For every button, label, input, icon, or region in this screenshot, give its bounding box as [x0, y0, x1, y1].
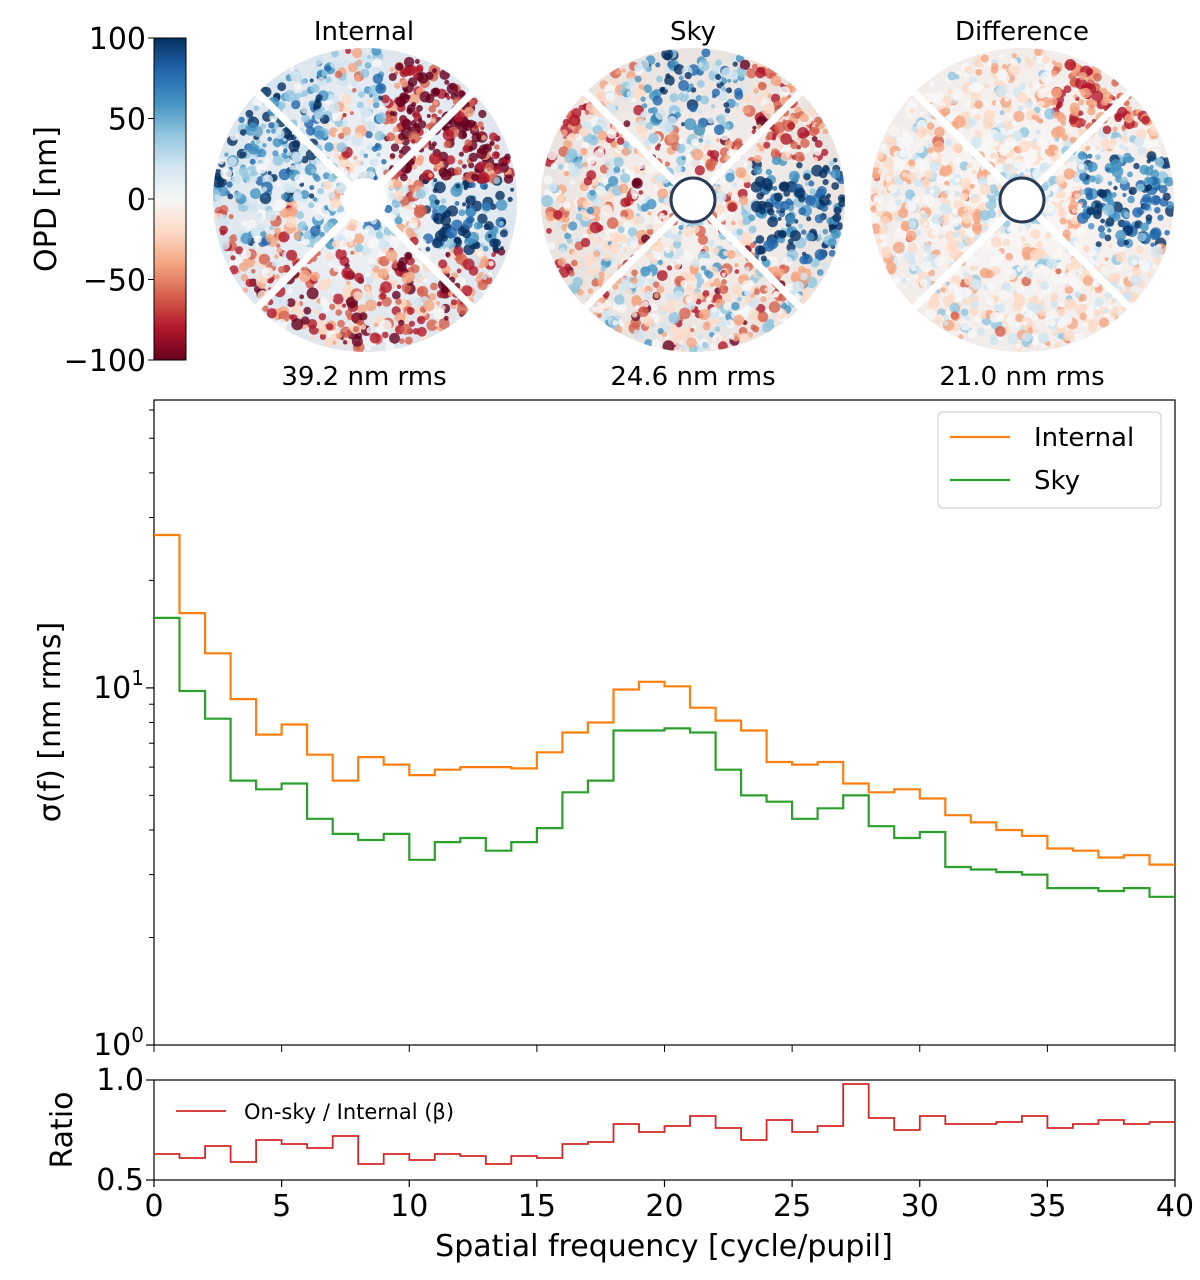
colorbar-tick-label: 50 [108, 103, 146, 138]
colorbar-tick-label: −50 [83, 264, 146, 299]
ratio-plot: 0.5 1.0 0 5 10 15 20 25 30 35 40 Ratio On-sky / I… [45, 1063, 1194, 1264]
map-title-sky: Sky [670, 17, 716, 47]
colorbar-ticks: 100 50 0 −50 −100 [64, 22, 154, 379]
map-rms-internal: 39.2 nm rms [281, 362, 446, 392]
ratio-y-tick-label: 1.0 [96, 1063, 144, 1098]
x-tick-label: 5 [272, 1189, 291, 1224]
legend-label-ratio: On-sky / Internal (β) [244, 1100, 454, 1124]
x-tick-label: 10 [390, 1189, 428, 1224]
map-title-difference: Difference [955, 17, 1089, 47]
x-tick-label: 40 [1156, 1189, 1194, 1224]
x-tick-label: 15 [518, 1189, 556, 1224]
colorbar-label: OPD [nm] [29, 126, 64, 272]
colorbar: 100 50 0 −50 −100 OPD [nm] [29, 22, 187, 379]
x-tick-label: 25 [773, 1189, 811, 1224]
spectrum-x-ticks [153, 1045, 1176, 1052]
map-rms-difference: 21.0 nm rms [939, 362, 1104, 392]
map-title-internal: Internal [314, 17, 414, 47]
ratio-legend: On-sky / Internal (β) [176, 1100, 454, 1124]
x-tick-label: 0 [144, 1189, 163, 1224]
ratio-x-ticks: 0 5 10 15 20 25 30 35 40 [144, 1180, 1194, 1224]
x-tick-label: 30 [901, 1189, 939, 1224]
series-ratio-line [154, 1083, 1175, 1165]
spectrum-legend: Internal Sky [937, 411, 1162, 509]
map-rms-sky: 24.6 nm rms [610, 362, 775, 392]
y-tick-label: 100 [93, 1023, 144, 1063]
x-axis-label: Spatial frequency [cycle/pupil] [435, 1229, 893, 1264]
x-tick-label: 20 [645, 1189, 683, 1224]
spectrum-y-label: σ(f) [nm rms] [33, 622, 68, 822]
spectrum-y-ticks: 100 101 [93, 409, 154, 1063]
ratio-y-label: Ratio [45, 1091, 80, 1168]
colorbar-tick-label: 100 [89, 22, 146, 57]
opd-map-difference: Difference 21.0 nm rms [870, 17, 1174, 392]
ratio-y-tick-label: 0.5 [96, 1163, 144, 1198]
series-internal-line [154, 533, 1175, 866]
series-sky-line [154, 616, 1175, 898]
ratio-y-ticks: 0.5 1.0 [96, 1063, 154, 1198]
legend-label-internal: Internal [1034, 423, 1134, 453]
y-tick-label: 101 [93, 666, 144, 706]
legend-label-sky: Sky [1034, 466, 1080, 496]
opd-texture-internal [213, 48, 516, 352]
colorbar-tick-label: 0 [127, 183, 146, 218]
x-tick-label: 35 [1028, 1189, 1066, 1224]
opd-map-internal: Internal 39.2 nm rms [213, 17, 517, 392]
colorbar-tick-label: −100 [64, 344, 146, 379]
colorbar-gradient [153, 37, 187, 361]
spectrum-plot: 100 101 σ(f) [nm rms] Internal Sky [33, 399, 1176, 1063]
opd-map-sky: Sky 24.6 nm rms [541, 17, 845, 392]
